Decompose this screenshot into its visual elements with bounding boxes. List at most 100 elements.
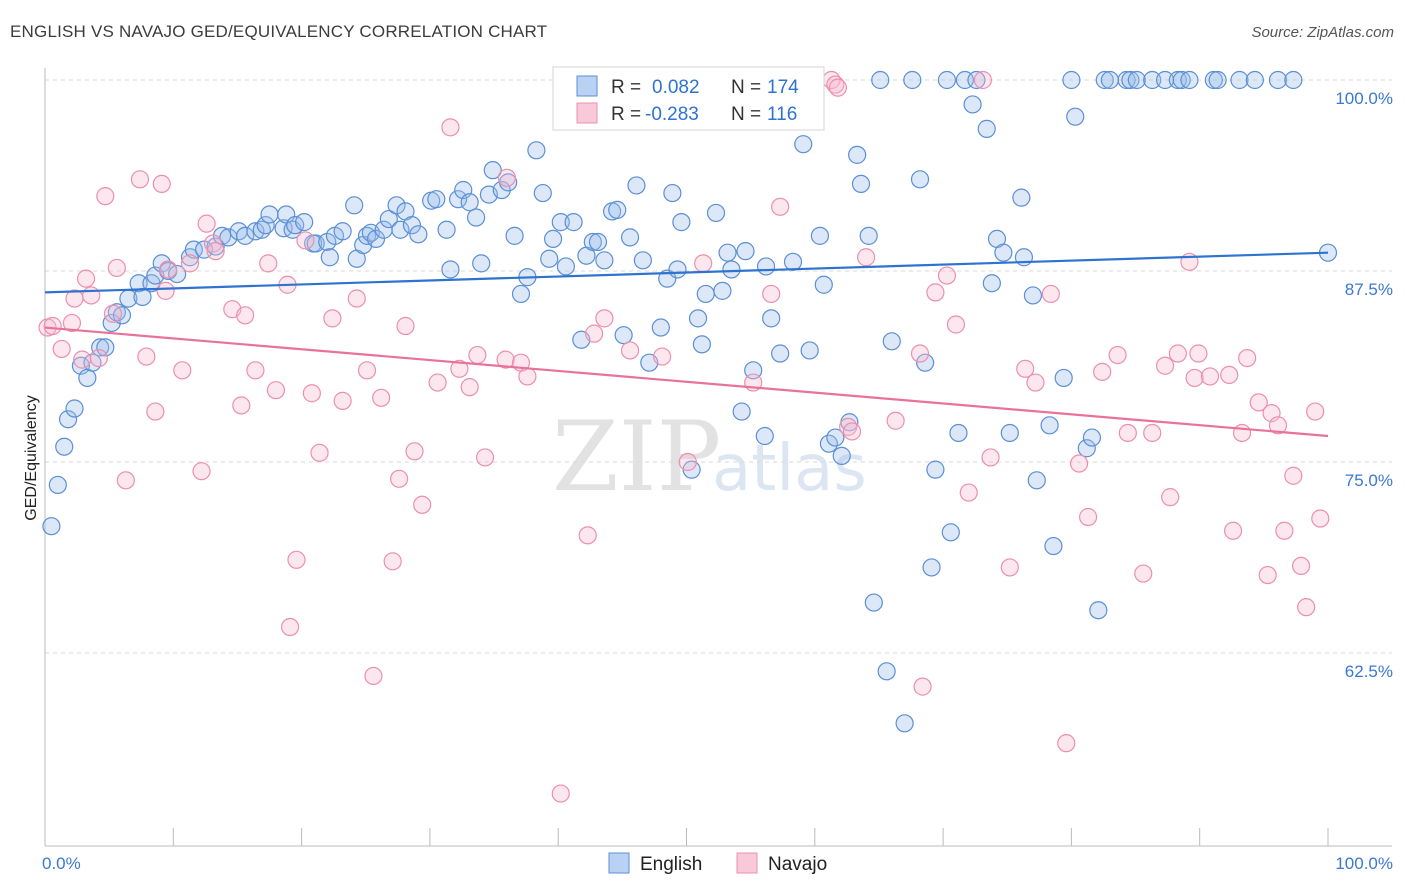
navajo-point xyxy=(323,309,342,328)
navajo-point xyxy=(146,402,165,421)
english-point xyxy=(274,219,293,238)
navajo-point xyxy=(159,260,178,279)
navajo-point xyxy=(828,78,847,97)
stats-english-n-label: N = xyxy=(731,77,761,98)
english-point xyxy=(194,240,214,259)
legend-english-label[interactable]: English xyxy=(640,854,702,875)
navajo-point xyxy=(103,304,123,323)
stats-box: R = 0.082 N = 174 R = -0.283 N = 116 xyxy=(552,66,825,131)
navajo-point xyxy=(259,254,278,273)
english-point xyxy=(832,446,851,465)
english-point xyxy=(256,216,275,235)
english-point xyxy=(483,161,502,180)
english-point xyxy=(810,226,830,245)
english-point xyxy=(651,318,670,337)
navajo-point xyxy=(383,552,402,571)
navajo-point xyxy=(937,266,957,285)
english-point xyxy=(505,226,524,245)
english-point xyxy=(260,205,279,224)
english-point xyxy=(859,226,878,245)
navajo-point xyxy=(1185,368,1204,388)
navajo-point xyxy=(96,187,115,206)
english-point xyxy=(696,284,715,304)
english-point xyxy=(718,243,737,262)
stats-english-n-value: 174 xyxy=(767,77,799,98)
y-tick-label: 100.0% xyxy=(1335,89,1393,108)
navajo-point xyxy=(973,70,992,90)
english-point xyxy=(564,213,583,232)
english-point xyxy=(184,240,203,259)
english-point xyxy=(800,341,819,360)
english-point xyxy=(916,353,935,372)
legend-navajo-label[interactable]: Navajo xyxy=(768,854,827,875)
navajo-point xyxy=(1297,598,1316,617)
navajo-point xyxy=(107,258,126,278)
navajo-point xyxy=(694,254,713,273)
english-point xyxy=(306,234,325,253)
english-point xyxy=(713,281,732,300)
navajo-point xyxy=(76,269,96,288)
navajo-point xyxy=(1108,345,1127,365)
navajo-point xyxy=(1275,521,1294,540)
english-point xyxy=(460,193,479,212)
legend-navajo-swatch[interactable] xyxy=(736,852,758,874)
english-point xyxy=(963,95,982,114)
english-point xyxy=(58,410,78,429)
english-point xyxy=(1054,368,1073,388)
navajo-point xyxy=(595,309,614,328)
english-point xyxy=(387,196,406,215)
english-point xyxy=(551,213,570,232)
english-trend-line xyxy=(44,251,1329,294)
english-point xyxy=(1230,70,1249,90)
navajo-point xyxy=(152,174,171,194)
navajo-point xyxy=(497,168,516,187)
english-point xyxy=(1180,70,1199,90)
english-point xyxy=(706,203,726,223)
navajo-point xyxy=(1232,423,1252,443)
navajo-point xyxy=(886,411,905,430)
navajo-point xyxy=(475,448,495,467)
navajo-point xyxy=(180,254,200,273)
navajo-point xyxy=(1200,367,1220,386)
navajo-point xyxy=(678,452,697,472)
english-point xyxy=(1127,70,1146,90)
english-point xyxy=(295,213,314,232)
english-point xyxy=(620,228,640,247)
english-point xyxy=(1121,70,1140,90)
english-point xyxy=(877,662,896,681)
navajo-point xyxy=(1041,284,1060,304)
series-english xyxy=(42,70,1338,733)
english-point xyxy=(668,260,687,279)
y-tick-label: 87.5% xyxy=(1345,280,1393,299)
english-point xyxy=(449,190,468,209)
stats-navajo-n-value: 116 xyxy=(767,104,797,125)
english-point xyxy=(595,251,614,270)
legend-english-swatch[interactable] xyxy=(608,852,630,874)
english-point xyxy=(583,232,602,252)
english-point xyxy=(756,257,776,276)
navajo-point xyxy=(1069,454,1089,473)
navajo-point xyxy=(1238,348,1257,368)
english-point xyxy=(658,269,677,288)
english-point xyxy=(882,332,901,351)
english-point xyxy=(794,135,813,154)
navajo-point xyxy=(266,381,286,400)
navajo-point xyxy=(959,483,978,502)
navajo-point xyxy=(468,345,487,365)
english-point xyxy=(1100,70,1119,90)
navajo-point xyxy=(287,550,306,569)
navajo-point xyxy=(280,617,300,637)
watermark-atlas: atlas xyxy=(712,432,867,506)
english-point xyxy=(1012,188,1031,207)
english-point xyxy=(1066,107,1085,126)
english-point xyxy=(112,306,132,325)
trend-lines xyxy=(44,251,1329,438)
english-point xyxy=(910,170,930,189)
english-point xyxy=(533,183,552,203)
english-point xyxy=(949,423,968,443)
navajo-point xyxy=(232,396,251,415)
english-point xyxy=(982,274,1001,293)
english-point xyxy=(722,260,741,279)
english-point xyxy=(937,70,957,90)
navajo-point xyxy=(206,242,225,261)
